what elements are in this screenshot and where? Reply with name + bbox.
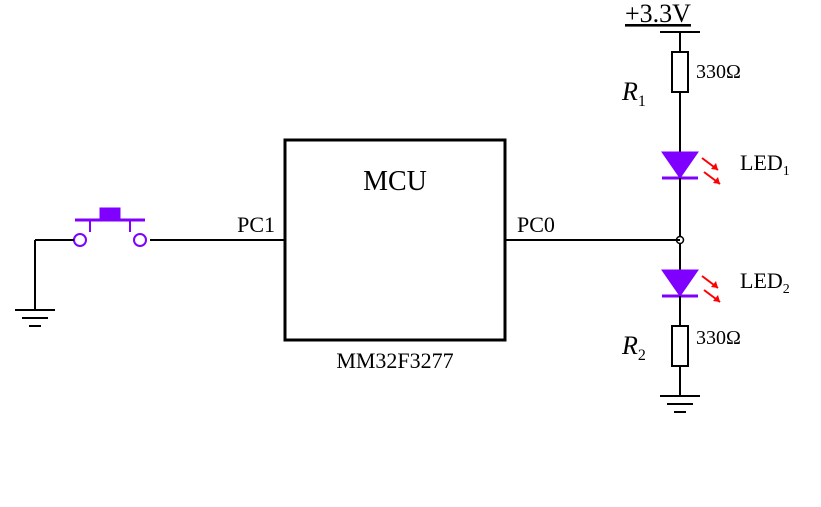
pin-right-label: PC0 xyxy=(517,212,555,237)
r1-value: 330Ω xyxy=(696,61,741,83)
mcu-part: MM32F3277 xyxy=(336,348,453,373)
schematic-canvas: MCU MM32F3277 PC1 PC0 +3.3V R1 330Ω LED1 LED2 R2 3… xyxy=(0,0,821,507)
led1-label: LED1 xyxy=(740,150,790,179)
pin-left-label: PC1 xyxy=(237,212,275,237)
led2-label: LED2 xyxy=(740,268,790,297)
power-label: +3.3V xyxy=(625,0,691,28)
switch-terminal-right xyxy=(134,234,146,246)
r2-name: R2 xyxy=(621,331,646,364)
r2-value: 330Ω xyxy=(696,327,741,349)
mcu-title: MCU xyxy=(363,166,427,197)
switch-actuator xyxy=(100,208,120,220)
r1-name: R1 xyxy=(621,77,646,110)
switch-terminal-left xyxy=(74,234,86,246)
